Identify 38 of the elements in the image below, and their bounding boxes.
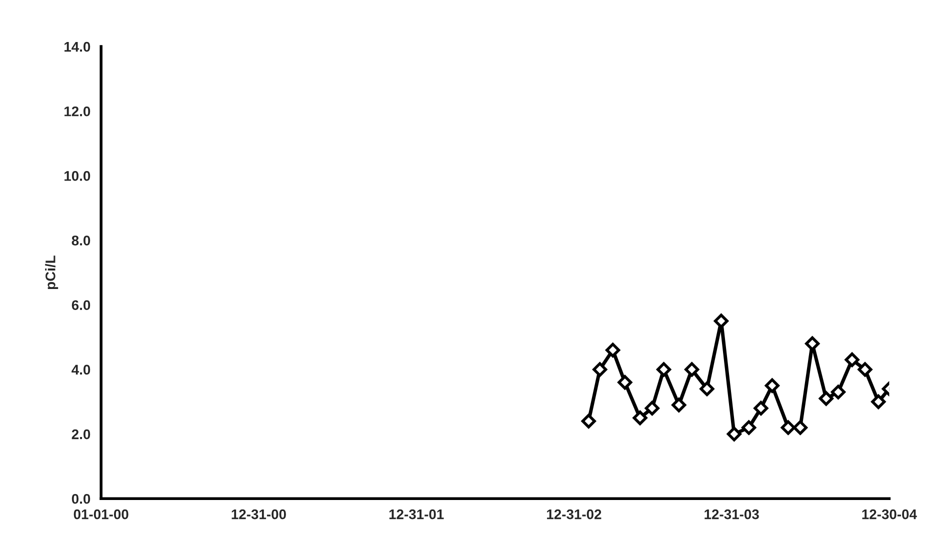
point xyxy=(714,314,728,328)
y-tick-label: 0.0 xyxy=(72,494,90,504)
point xyxy=(764,378,780,393)
x-tick-label: 12-31-03 xyxy=(704,509,759,520)
point xyxy=(592,362,608,377)
point xyxy=(632,410,648,426)
point xyxy=(700,382,714,396)
x-tick-label: 01-01-00 xyxy=(74,509,128,520)
y-tick-label: 12.0 xyxy=(64,106,90,116)
x-tick-label: 12-31-02 xyxy=(547,509,602,520)
point xyxy=(844,352,860,368)
point xyxy=(644,400,660,416)
point xyxy=(672,398,686,412)
x-tick-label: 12-30-04 xyxy=(862,509,917,520)
y-tick-label: 10.0 xyxy=(64,171,90,181)
point xyxy=(618,375,632,390)
y-tick-label: 14.0 xyxy=(64,42,90,52)
point xyxy=(830,384,846,400)
point xyxy=(581,414,596,428)
y-tick-label: 4.0 xyxy=(72,364,90,375)
y-tick-label: 2.0 xyxy=(72,429,90,440)
point xyxy=(792,420,808,435)
y-axis-title: pCi/L xyxy=(45,256,58,290)
point xyxy=(606,342,620,358)
point xyxy=(858,362,872,377)
point xyxy=(871,394,886,410)
point xyxy=(818,391,834,406)
point xyxy=(780,420,796,435)
x-tick-label: 12-31-01 xyxy=(389,509,444,520)
point xyxy=(726,426,742,442)
point xyxy=(805,336,820,351)
x-tick-label: 12-31-00 xyxy=(232,509,286,520)
y-tick-label: 8.0 xyxy=(72,236,90,246)
point xyxy=(656,362,672,377)
point xyxy=(742,420,756,435)
point xyxy=(684,362,700,377)
y-tick-label: 6.0 xyxy=(72,300,90,310)
point xyxy=(754,400,768,416)
